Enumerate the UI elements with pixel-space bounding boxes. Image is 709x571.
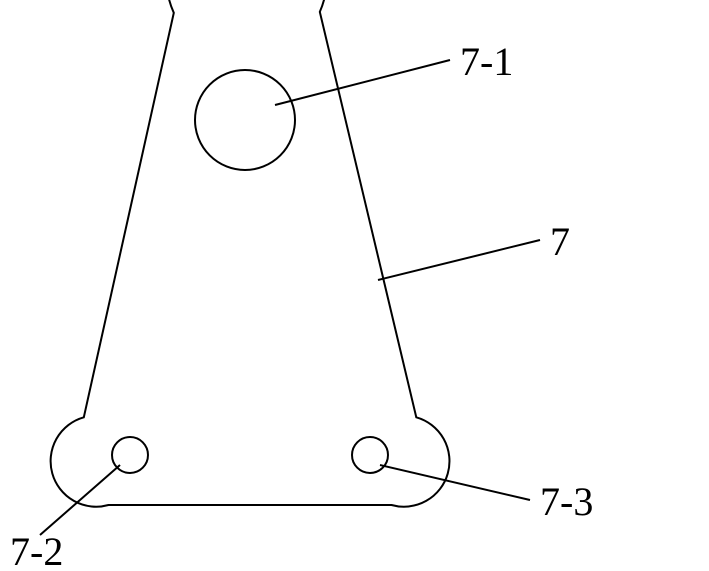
leader-7-3: [380, 465, 530, 500]
label-7: 7: [550, 219, 570, 264]
leader-7: [378, 240, 540, 280]
label-7-1: 7-1: [460, 39, 513, 84]
hole-top: [195, 70, 295, 170]
label-7-2: 7-2: [10, 529, 63, 571]
hole-bottom-right: [352, 437, 388, 473]
leader-7-1: [275, 60, 450, 105]
label-7-3: 7-3: [540, 479, 593, 524]
